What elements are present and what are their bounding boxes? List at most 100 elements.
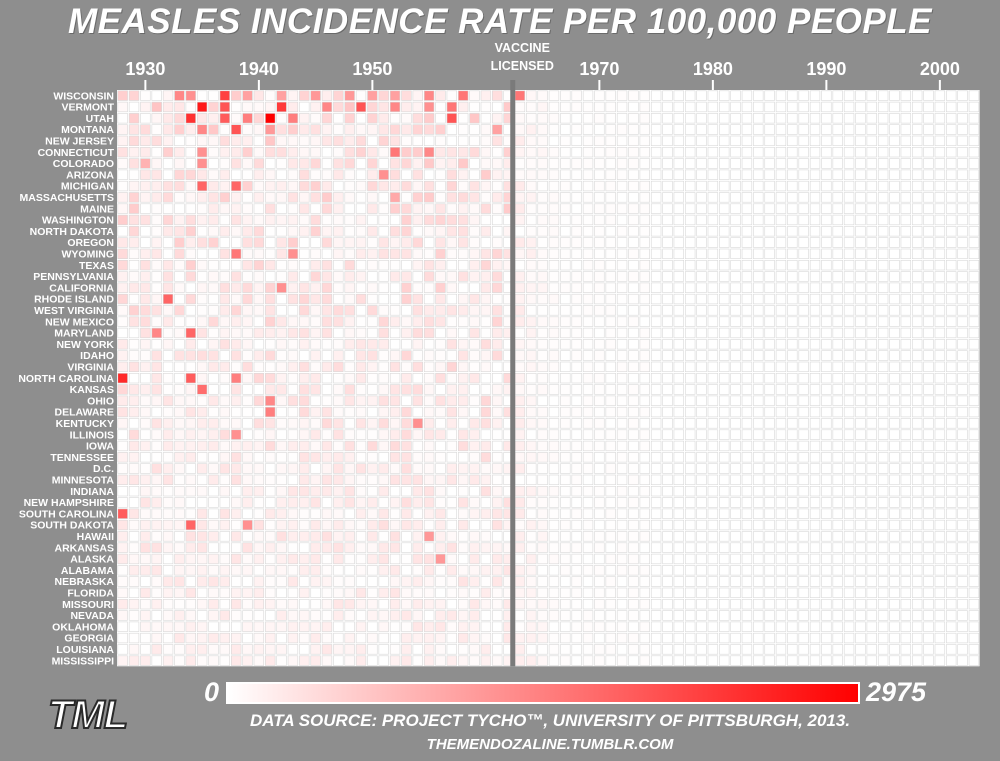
heatmap-cell	[787, 327, 798, 339]
heatmap-cell	[605, 180, 616, 192]
heatmap-cell	[355, 485, 367, 497]
heatmap-cell	[753, 463, 764, 474]
heatmap-cell	[821, 305, 832, 316]
heatmap-cell	[344, 350, 355, 361]
heatmap-cell	[321, 531, 333, 542]
heatmap-cell	[753, 237, 764, 248]
heatmap-cell	[832, 429, 843, 440]
heatmap-cell	[571, 90, 582, 101]
heatmap-cell	[367, 214, 378, 226]
heatmap-cell	[117, 305, 128, 316]
heatmap-cell	[616, 113, 628, 124]
heatmap-cell	[730, 418, 741, 429]
heatmap-cell	[628, 395, 639, 406]
heatmap-cell	[514, 485, 526, 497]
heatmap-cell	[662, 463, 673, 474]
heatmap-cell	[821, 576, 832, 587]
heatmap-cell	[650, 203, 662, 214]
heatmap-cell	[787, 395, 798, 406]
heatmap-cell	[719, 259, 730, 271]
heatmap-cell	[231, 508, 242, 519]
heatmap-cell	[423, 282, 435, 293]
heatmap-cell	[673, 474, 685, 485]
heatmap-cell	[560, 259, 571, 271]
heatmap-cell	[673, 429, 685, 440]
heatmap-cell	[798, 395, 809, 406]
heatmap-cell	[151, 485, 162, 497]
heatmap-cell	[401, 361, 412, 372]
heatmap-cell	[253, 135, 265, 146]
heatmap-cell	[639, 463, 650, 474]
heatmap-cell	[798, 576, 809, 587]
heatmap-cell	[968, 406, 980, 418]
heatmap-cell	[128, 598, 140, 610]
heatmap-cell	[537, 271, 548, 282]
heatmap-cell	[367, 203, 378, 214]
heatmap-cell	[492, 113, 503, 124]
heatmap-cell	[650, 248, 662, 259]
heatmap-cell	[741, 372, 753, 384]
heatmap-cell	[707, 610, 719, 621]
heatmap-cell	[412, 327, 423, 339]
heatmap-cell	[526, 406, 537, 418]
heatmap-cell	[753, 610, 764, 621]
heatmap-cell	[548, 124, 560, 135]
heatmap-cell	[469, 452, 480, 463]
heatmap-cell	[957, 226, 968, 237]
heatmap-cell	[548, 587, 560, 598]
heatmap-cell	[389, 508, 401, 519]
heatmap-cell	[333, 610, 344, 621]
heatmap-cell	[946, 361, 957, 372]
heatmap-cell	[911, 350, 923, 361]
heatmap-cell	[548, 316, 560, 327]
heatmap-cell	[877, 305, 889, 316]
heatmap-cell	[957, 418, 968, 429]
x-axis: 1930 1940 1950 1970 1980 1990 2000	[125, 59, 960, 90]
heatmap-cell	[457, 384, 469, 395]
heatmap-cell	[469, 531, 480, 542]
heatmap-cell	[650, 271, 662, 282]
heatmap-cell	[242, 259, 253, 271]
heatmap-cell	[457, 237, 469, 248]
heatmap-cell	[514, 327, 526, 339]
heatmap-cell	[151, 293, 162, 305]
heatmap-cell	[560, 406, 571, 418]
heatmap-cell	[764, 384, 775, 395]
heatmap-cell	[548, 361, 560, 372]
heatmap-cell	[946, 248, 957, 259]
heatmap-cell	[219, 180, 230, 192]
heatmap-cell	[492, 384, 503, 395]
heatmap-cell	[242, 576, 253, 587]
heatmap-cell	[877, 282, 889, 293]
heatmap-cell	[662, 406, 673, 418]
heatmap-cell	[242, 293, 253, 305]
heatmap-cell	[469, 406, 480, 418]
heatmap-cell	[196, 485, 208, 497]
heatmap-cell	[276, 542, 287, 553]
heatmap-cell	[866, 169, 877, 180]
heatmap-cell	[231, 610, 242, 621]
colorbar-max-label: 2975	[866, 677, 927, 707]
heatmap-cell	[628, 655, 639, 666]
heatmap-cell	[344, 339, 355, 350]
heatmap-cell	[571, 237, 582, 248]
heatmap-cell	[900, 180, 912, 192]
heatmap-cell	[196, 644, 208, 655]
heatmap-cell	[333, 565, 344, 576]
heatmap-cell	[219, 327, 230, 339]
heatmap-cell	[787, 316, 798, 327]
heatmap-cell	[140, 305, 151, 316]
heatmap-cell	[741, 282, 753, 293]
heatmap-cell	[321, 327, 333, 339]
heatmap-cell	[242, 339, 253, 350]
heatmap-cell	[764, 361, 775, 372]
heatmap-cell	[809, 350, 821, 361]
heatmap-cell	[605, 531, 616, 542]
heatmap-cell	[594, 327, 605, 339]
heatmap-cell	[457, 474, 469, 485]
heatmap-cell	[934, 372, 946, 384]
heatmap-cell	[480, 621, 492, 632]
heatmap-cell	[196, 418, 208, 429]
heatmap-cell	[764, 248, 775, 259]
heatmap-cell	[457, 440, 469, 452]
